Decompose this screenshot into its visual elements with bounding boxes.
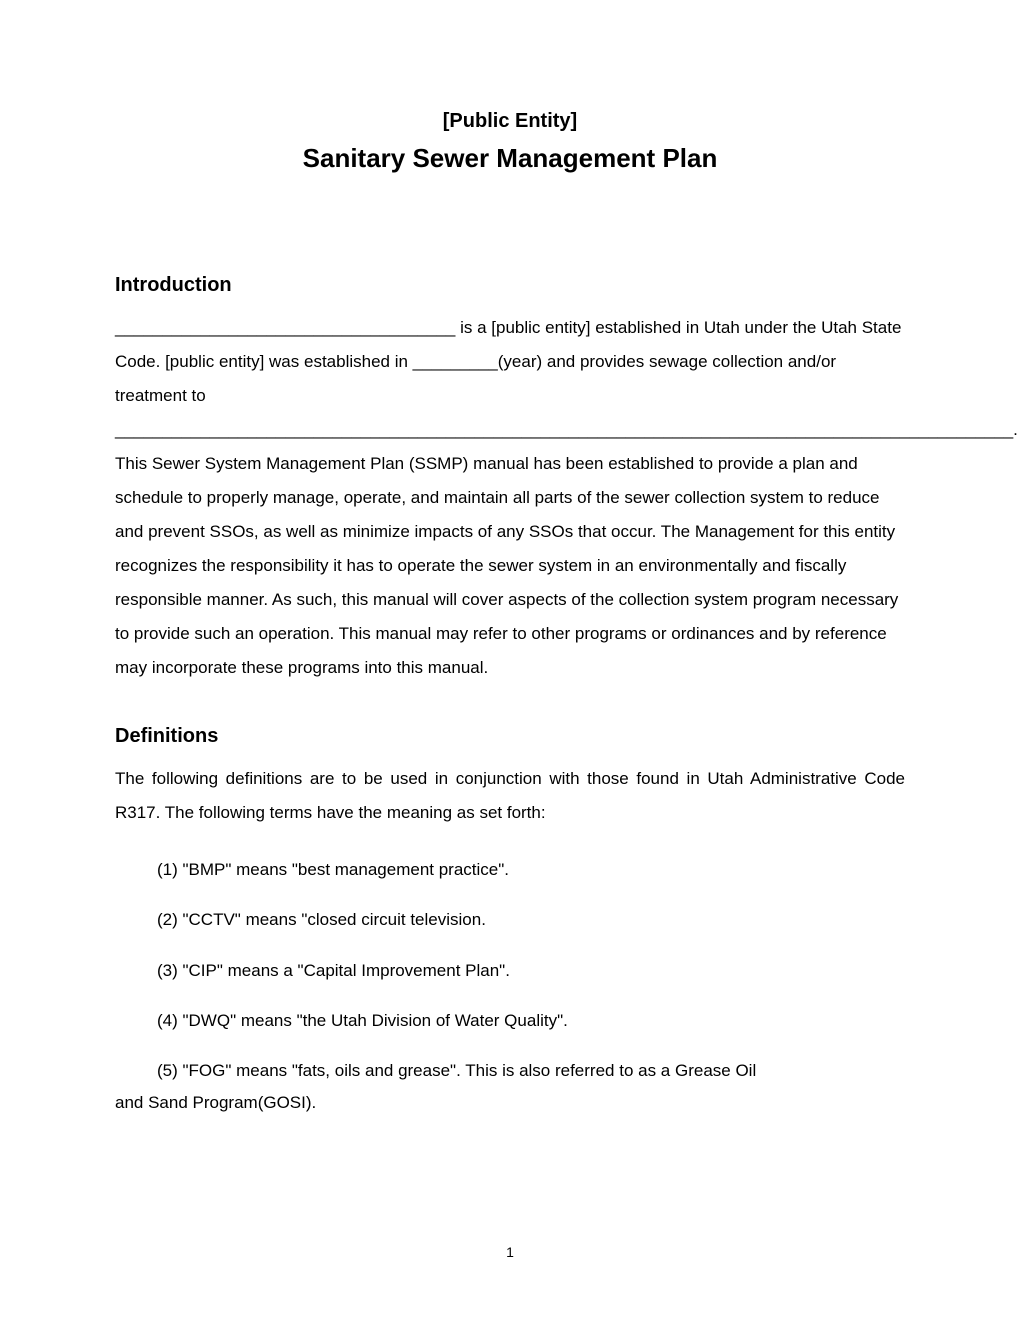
introduction-heading: Introduction [115, 274, 905, 297]
definition-item-5: (5) "FOG" means "fats, oils and grease".… [115, 1055, 905, 1120]
definition-item-5-line2: and Sand Program(GOSI). [115, 1093, 316, 1112]
definition-item-1: (1) "BMP" means "best management practic… [115, 854, 905, 886]
introduction-body: ____________________________________ is … [115, 311, 905, 685]
definition-item-4: (4) "DWQ" means "the Utah Division of Wa… [115, 1005, 905, 1037]
definition-item-3: (3) "CIP" means a "Capital Improvement P… [115, 955, 905, 987]
definitions-intro: The following definitions are to be used… [115, 762, 905, 830]
definition-item-5-line1: (5) "FOG" means "fats, oils and grease".… [115, 1061, 756, 1080]
definition-item-2: (2) "CCTV" means "closed circuit televis… [115, 904, 905, 936]
header-title: Sanitary Sewer Management Plan [115, 143, 905, 174]
page-number: 1 [0, 1244, 1020, 1260]
definitions-heading: Definitions [115, 725, 905, 748]
header-org: [Public Entity] [115, 110, 905, 133]
